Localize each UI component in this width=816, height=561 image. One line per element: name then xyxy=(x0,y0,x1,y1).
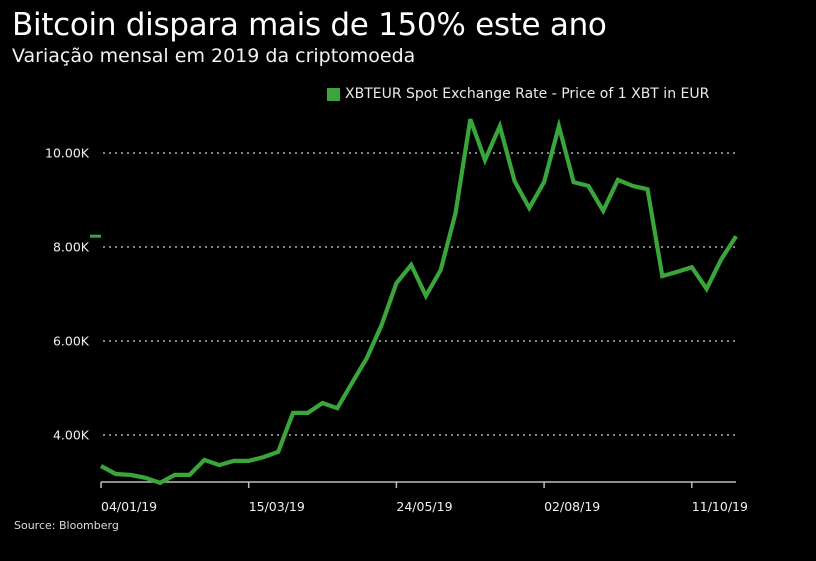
x-tick-label: 02/08/19 xyxy=(544,499,600,514)
x-tick-label: 15/03/19 xyxy=(249,499,305,514)
chart-subtitle: Variação mensal em 2019 da criptomoeda xyxy=(12,45,416,67)
gridlines xyxy=(103,152,738,436)
chart-title: Bitcoin dispara mais de 150% este ano xyxy=(12,7,607,43)
y-tick-label: 6.00K xyxy=(53,334,90,349)
legend-swatch xyxy=(327,87,340,101)
x-axis: 04/01/19 15/03/19 24/05/19 02/08/19 11/10/19 xyxy=(100,481,748,514)
x-tick-label: 04/01/19 xyxy=(101,499,157,514)
last-value-marker xyxy=(90,234,101,238)
x-tick-label: 11/10/19 xyxy=(692,499,748,514)
x-tick-label: 24/05/19 xyxy=(396,499,452,514)
series-line xyxy=(100,117,738,486)
source-note: Source: Bloomberg xyxy=(14,519,119,532)
legend-label: XBTEUR Spot Exchange Rate - Price of 1 X… xyxy=(345,86,710,102)
y-tick-label: 4.00K xyxy=(53,428,90,443)
legend: XBTEUR Spot Exchange Rate - Price of 1 X… xyxy=(327,85,709,103)
y-tick-label: 10.00K xyxy=(45,146,90,161)
y-tick-label: 8.00K xyxy=(53,240,90,255)
series-group xyxy=(90,117,738,486)
y-axis: 4.00K 6.00K 8.00K 10.00K xyxy=(45,146,90,443)
